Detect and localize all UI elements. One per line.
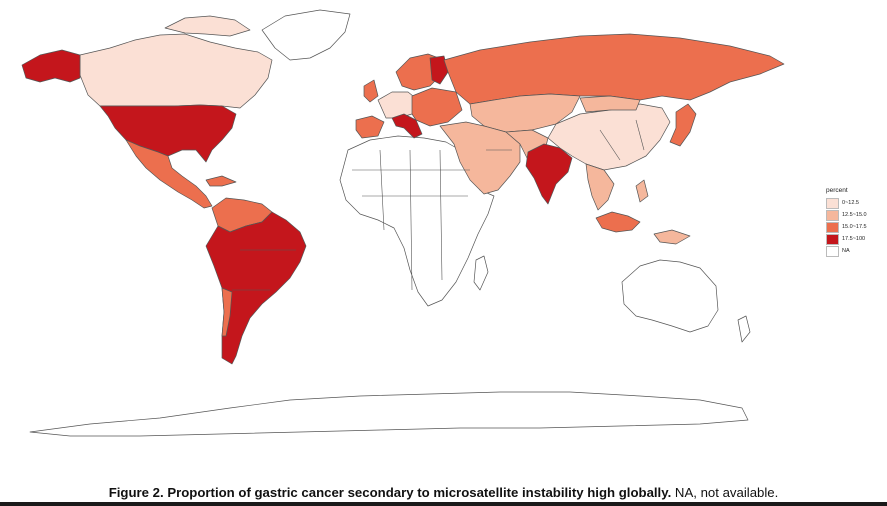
region-japan [669, 103, 697, 147]
caption-normal: NA, not available. [674, 485, 779, 500]
legend-swatch [826, 245, 839, 257]
legend: percent 0~12.5 12.5~15.0 15.0~17.5 17.5~… [826, 187, 886, 257]
figure-caption: Figure 2. Proportion of gastric cancer s… [0, 485, 887, 500]
region-new-zealand [737, 315, 751, 343]
region-south-america [205, 211, 307, 365]
border-lines [232, 119, 645, 291]
region-eastern-europe [411, 87, 463, 127]
legend-title: percent [826, 187, 848, 194]
region-philippines [635, 179, 649, 203]
region-central-asia [469, 93, 581, 133]
legend-label: 0~12.5 [842, 200, 859, 206]
legend-item: NA [826, 245, 886, 257]
region-iberia [355, 115, 385, 139]
region-canada-arctic [164, 15, 251, 37]
region-madagascar [473, 255, 489, 291]
region-new-guinea [653, 229, 691, 245]
world-map [21, 9, 785, 437]
legend-swatch [826, 233, 839, 245]
region-finland [429, 55, 449, 85]
region-usa [99, 104, 237, 163]
region-alaska [21, 49, 81, 83]
region-chile-west [221, 287, 233, 337]
region-caribbean [205, 175, 237, 187]
region-mongolia [579, 95, 641, 113]
region-uk [363, 79, 379, 103]
legend-label: 12.5~15.0 [842, 212, 867, 218]
bottom-rule [0, 502, 887, 506]
region-antarctica [29, 391, 749, 437]
region-italy [391, 113, 423, 139]
region-africa [339, 135, 495, 307]
legend-item: 12.5~15.0 [826, 209, 886, 221]
legend-item: 17.5~100 [826, 233, 886, 245]
caption-bold: Figure 2. Proportion of gastric cancer s… [108, 485, 672, 500]
region-australia [621, 259, 719, 333]
legend-label: 17.5~100 [842, 236, 866, 242]
region-middle-east [439, 121, 521, 195]
legend-swatch [826, 197, 839, 209]
region-southeast-asia [585, 163, 615, 211]
legend-swatch [826, 209, 839, 221]
region-mexico [125, 139, 213, 209]
region-russia [443, 33, 785, 105]
legend-item: 15.0~17.5 [826, 221, 886, 233]
region-canada [79, 33, 273, 109]
legend-label: NA [842, 248, 850, 254]
region-indonesia [595, 211, 641, 233]
region-india [525, 143, 573, 205]
legend-label: 15.0~17.5 [842, 224, 867, 230]
legend-swatch [826, 221, 839, 233]
legend-item: 0~12.5 [826, 197, 886, 209]
region-greenland [261, 9, 351, 61]
